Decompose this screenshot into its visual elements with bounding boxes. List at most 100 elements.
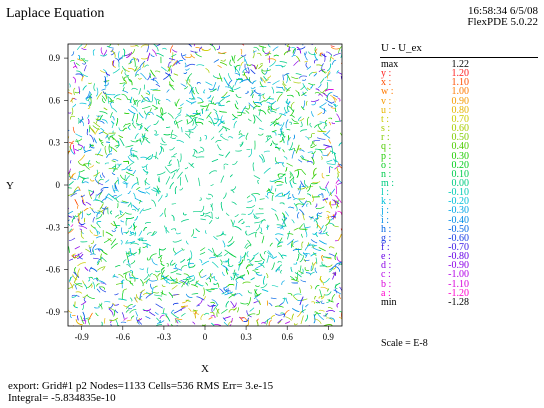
contour-segment (299, 149, 305, 153)
contour-segment (240, 61, 244, 66)
contour-segment (305, 136, 310, 140)
contour-segment (284, 44, 286, 46)
contour-segment (289, 142, 294, 151)
legend-level-key: t : (381, 113, 390, 125)
contour-segment (123, 87, 125, 92)
contour-segment (286, 98, 288, 105)
contour-segment (325, 218, 331, 226)
contour-segment (330, 165, 334, 169)
contour-segment (241, 44, 245, 46)
contour-segment (201, 324, 207, 326)
contour-segment (73, 65, 77, 69)
contour-segment (96, 257, 104, 264)
contour-segment (329, 191, 333, 197)
contour-segment (210, 315, 216, 319)
contour-segment (217, 144, 222, 151)
contour-segment (68, 141, 74, 145)
contour-segment (226, 243, 233, 247)
contour-segment (103, 206, 107, 215)
contour-segment (248, 148, 253, 158)
legend-level-value: 0.00 (451, 177, 470, 189)
contour-segment (96, 221, 102, 224)
contour-segment (268, 319, 272, 326)
contour-segment (144, 127, 149, 132)
x-tick-label: 0.3 (240, 332, 252, 342)
contour-segment (127, 260, 131, 266)
contour-segment (176, 232, 181, 235)
contour-segment (192, 155, 197, 159)
contour-segment (173, 73, 179, 76)
contour-segment (275, 107, 280, 110)
contour-segment (120, 239, 123, 245)
legend-level-key: g : (381, 232, 392, 244)
contour-segment (160, 262, 165, 267)
contour-segment (106, 153, 112, 158)
contour-segment (111, 50, 116, 58)
contour-segment (251, 194, 257, 202)
contour-segment (173, 153, 178, 156)
contour-segment (272, 80, 280, 85)
contour-segment (86, 213, 92, 216)
contour-segment (130, 147, 133, 156)
contour-segment (319, 278, 325, 286)
contour-segment (90, 284, 93, 288)
contour-segment (318, 54, 323, 57)
contour-segment (305, 314, 308, 322)
contour-segment (306, 87, 311, 91)
contour-segment (119, 210, 123, 214)
contour-segment (74, 252, 83, 256)
contour-segment (115, 57, 120, 64)
contour-segment (315, 301, 322, 304)
contour-segment (253, 102, 263, 106)
contour-segment (132, 204, 139, 210)
contour-segment (277, 318, 283, 324)
contour-segment (227, 258, 230, 266)
contour-segment (246, 310, 252, 318)
contour-segment (306, 161, 313, 164)
contour-segment (136, 99, 141, 107)
contour-segment (132, 153, 135, 158)
contour-segment (140, 72, 147, 80)
contour-segment (306, 203, 309, 207)
legend-level-key: p : (381, 150, 392, 162)
contour-segment (165, 72, 171, 76)
contour-segment (246, 250, 249, 258)
contour-segment (145, 191, 151, 195)
contour-segment (138, 88, 141, 95)
contour-segment (165, 227, 168, 234)
contour-segment (298, 287, 301, 294)
contour-segment (101, 88, 106, 91)
contour-segment (111, 229, 117, 233)
contour-segment (157, 297, 162, 301)
contour-segment (156, 98, 161, 102)
contour-segment (129, 230, 133, 235)
contour-segment (254, 260, 262, 262)
contour-segment (274, 181, 284, 184)
contour-segment (243, 107, 249, 110)
contour-segment (125, 171, 135, 176)
contour-segment (291, 118, 298, 123)
contour-segment (79, 116, 83, 124)
contour-segment (237, 113, 243, 117)
contour-segment (171, 312, 179, 319)
contour-segment (154, 270, 161, 273)
contour-segment (306, 116, 310, 126)
contour-segment (69, 173, 74, 180)
contour-segment (72, 126, 76, 134)
contour-segment (120, 321, 127, 323)
contour-segment (143, 308, 152, 312)
contour-segment (111, 116, 115, 121)
contour-segment (147, 52, 151, 62)
contour-segment (290, 176, 295, 182)
contour-segment (99, 286, 107, 293)
contour-segment (206, 197, 211, 200)
contour-segment (110, 323, 112, 326)
contour-segment (119, 138, 125, 147)
contour-segment (298, 223, 303, 229)
contour-segment (137, 208, 140, 212)
contour-segment (239, 77, 243, 84)
legend-level-value: -0.50 (448, 223, 469, 235)
contour-segment (276, 184, 283, 186)
contour-segment (315, 203, 318, 208)
contour-segment (68, 181, 74, 186)
